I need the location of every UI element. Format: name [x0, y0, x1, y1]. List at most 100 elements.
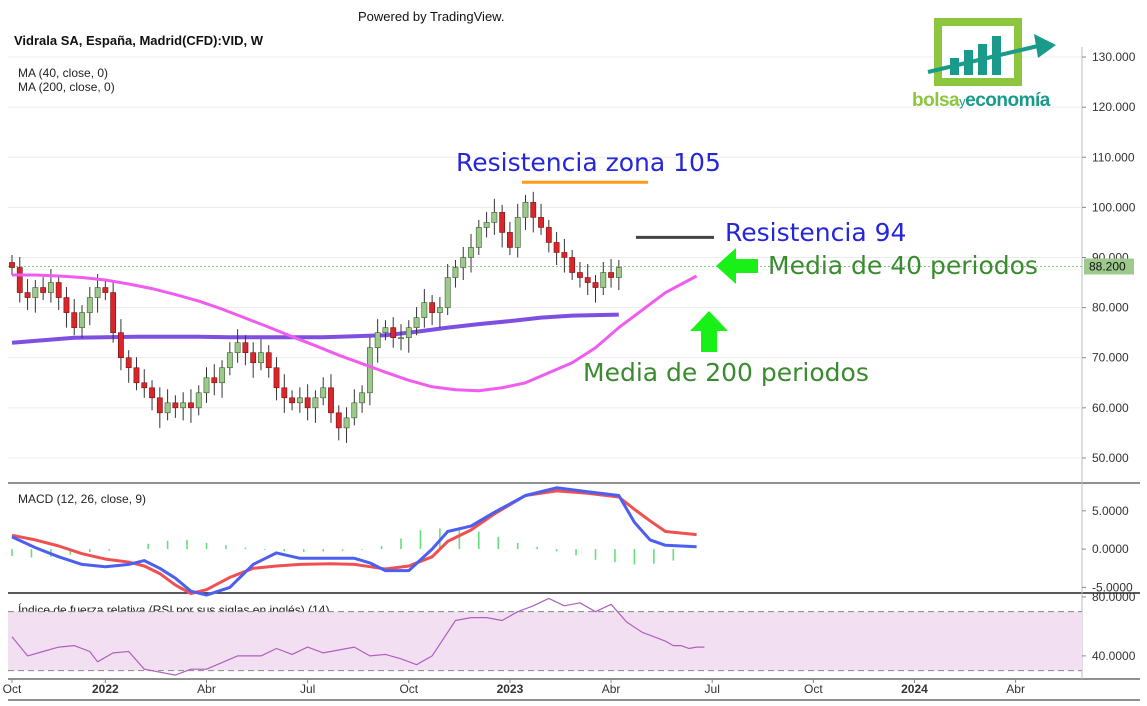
y-tick-label: -5.0000: [1092, 580, 1133, 594]
candle-body: [514, 217, 521, 248]
y-tick-label: 60.000: [1092, 401, 1129, 415]
candle-body: [608, 272, 614, 278]
candle-body: [366, 347, 373, 394]
logo-wordmark: bolsayeconomía: [912, 90, 1050, 112]
arrow-left-icon: [716, 248, 758, 284]
candle-body: [382, 327, 389, 333]
candle-body: [522, 202, 529, 218]
y-tick-label: 80.000: [1092, 301, 1129, 315]
candle-body: [452, 267, 459, 278]
rsi-band: [8, 611, 1082, 671]
x-tick-label: Oct: [399, 682, 418, 696]
ma200-annotation: Media de 200 periodos: [583, 358, 869, 387]
y-tick-label: 130.000: [1092, 50, 1136, 64]
candle-body: [9, 262, 15, 268]
candle-body: [125, 357, 132, 369]
candle-body: [79, 312, 85, 328]
ma200-line: [11, 312, 619, 345]
candle-body: [530, 202, 537, 218]
candle-body: [499, 212, 506, 233]
logo-word-3: economía: [965, 90, 1050, 111]
x-tick-label: 2024: [901, 682, 928, 696]
x-tick-label: Jul: [705, 682, 720, 696]
macd-signal-line: [11, 489, 697, 595]
candle-body: [584, 277, 591, 283]
candle-body: [507, 232, 513, 248]
x-tick-label: Jul: [300, 682, 315, 696]
candle-body: [180, 402, 187, 409]
x-tick-label: Oct: [804, 682, 823, 696]
candle-body: [226, 352, 233, 369]
candle-body: [429, 302, 436, 313]
candle-body: [118, 332, 124, 359]
candle-body: [390, 327, 397, 338]
logo-word-1: bolsa: [912, 90, 960, 111]
candle-body: [234, 342, 241, 354]
candle-body: [335, 412, 342, 429]
candle-body: [149, 387, 155, 399]
candle-body: [343, 417, 350, 429]
candle-body: [491, 212, 498, 223]
candle-body: [63, 297, 70, 313]
y-tick-label: 70.000: [1092, 351, 1129, 365]
candle-body: [141, 382, 148, 389]
logo-word-2: y: [959, 94, 966, 109]
candle-body: [405, 327, 412, 338]
candle-body: [16, 267, 23, 293]
candle-body: [561, 252, 568, 258]
macd-legend: MACD (12, 26, close, 9): [18, 492, 147, 506]
y-tick-label: 110.000: [1092, 150, 1135, 164]
candle-body: [133, 367, 140, 384]
candle-body: [538, 217, 544, 228]
candle-body: [164, 402, 171, 414]
candle-body: [320, 387, 327, 399]
resistance-105-label: Resistencia zona 105: [456, 148, 721, 177]
candle-body: [203, 377, 210, 394]
candle-body: [219, 367, 225, 384]
candle-body: [250, 352, 257, 364]
candle-body: [242, 342, 249, 354]
powered-by-label: Powered by TradingView.: [358, 9, 505, 24]
candle-body: [351, 402, 358, 419]
ma200-legend: MA (200, close, 0): [18, 80, 115, 94]
candle-body: [24, 292, 31, 298]
ma40-annotation: Media de 40 periodos: [768, 251, 1038, 280]
y-tick-label: 40.0000: [1092, 649, 1136, 663]
candle-body: [195, 392, 202, 409]
rsi-line: [11, 597, 705, 676]
candle-body: [273, 367, 280, 389]
candle-body: [110, 292, 117, 333]
candle-body: [172, 402, 179, 409]
candle-body: [312, 397, 319, 409]
ma40-line: [12, 273, 698, 393]
candle-body: [156, 397, 163, 414]
candle-body: [553, 242, 560, 253]
ma40-legend: MA (40, close, 0): [18, 66, 109, 80]
x-tick-label: 2022: [92, 682, 119, 696]
last-price-label: 88.200: [1089, 260, 1126, 274]
candle-body: [615, 267, 622, 278]
last-price-badge: [1084, 258, 1134, 275]
candle-body: [55, 282, 62, 298]
candle-body: [211, 377, 218, 384]
candle-body: [304, 397, 311, 409]
candle-body: [289, 397, 295, 404]
logo-arrow-shaft: [927, 44, 1039, 74]
candle-body: [296, 397, 303, 404]
y-tick-label: 80.0000: [1092, 590, 1136, 604]
candle-body: [569, 257, 576, 273]
candle-body: [328, 387, 334, 414]
candle-body: [398, 337, 404, 339]
candle-body: [359, 392, 365, 404]
logo-arrow-icon: [1034, 34, 1056, 58]
x-tick-label: Abr: [197, 682, 216, 696]
arrow-up-icon: [690, 311, 728, 352]
candle-body: [374, 332, 381, 348]
candle-body: [475, 227, 482, 248]
bolsayeconomia-logo: [927, 18, 1056, 86]
candle-body: [468, 247, 474, 258]
y-tick-label: 50.000: [1092, 451, 1129, 465]
candle-body: [281, 387, 288, 399]
x-tick-label: 2023: [497, 682, 524, 696]
